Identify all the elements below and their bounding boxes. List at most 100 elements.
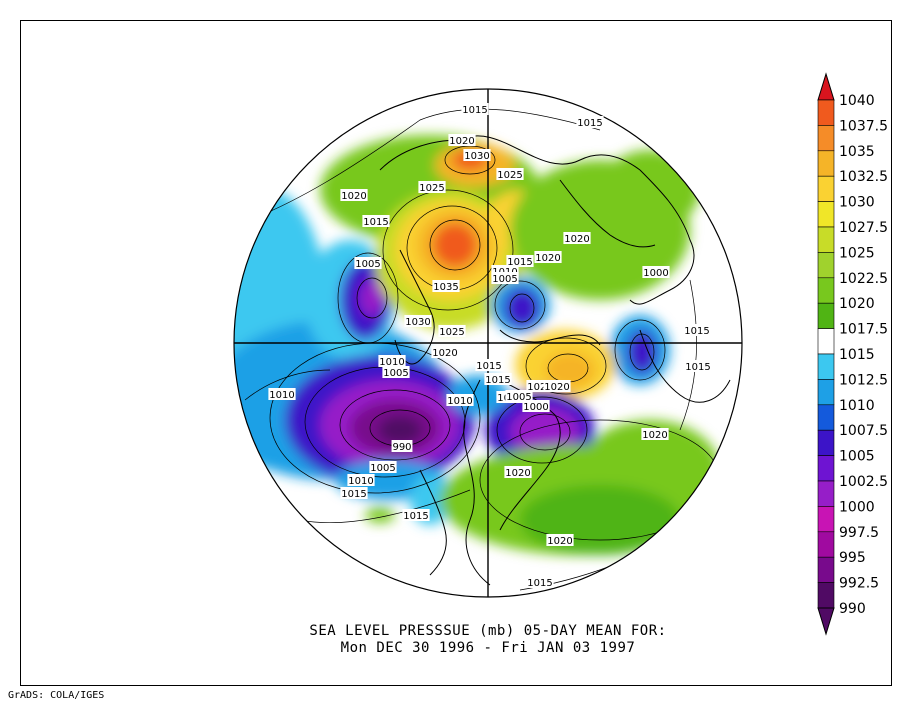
- colorbar-swatch: [817, 455, 835, 482]
- contour-label-bg: [431, 346, 459, 358]
- colorbar-swatch: [817, 226, 835, 253]
- colorbar-label: 1007.5: [839, 423, 888, 439]
- colorbar-swatch: [817, 175, 835, 202]
- contour-label: 1010: [379, 357, 404, 368]
- colorbar-swatch: [817, 379, 835, 406]
- contour-label: 1015: [476, 361, 501, 372]
- contour-label: 1015: [403, 511, 428, 522]
- colorbar-swatch: [817, 277, 835, 304]
- contour-label: 1020: [547, 536, 572, 547]
- colorbar-swatch: [817, 353, 835, 380]
- colorbar-label: 1035: [839, 144, 875, 160]
- colorbar-swatch: [817, 480, 835, 507]
- contour-label: 1020: [535, 253, 560, 264]
- colorbar-swatch: [817, 506, 835, 533]
- chart-title-line1: SEA LEVEL PRESSSUE (mb) 05-DAY MEAN FOR:: [309, 623, 667, 639]
- contour-label-bg: [463, 149, 491, 161]
- colorbar: 1040 1037.5 1035 1032.5 1030 1027.5 1025 1022.5…: [817, 72, 888, 636]
- contour-label-bg: [438, 325, 466, 337]
- colorbar-label: 997.5: [839, 525, 879, 541]
- colorbar-label: 1025: [839, 245, 875, 261]
- colorbar-swatch: [817, 531, 835, 558]
- contour-label: 1030: [405, 317, 430, 328]
- contour-label: 1000: [523, 402, 548, 413]
- contour-label-bg: [382, 366, 410, 378]
- contour-label: 1005: [383, 368, 408, 379]
- contour-label-bg: [432, 280, 460, 292]
- contour-label-bg: [506, 255, 534, 267]
- colorbar-label: 1005: [839, 449, 875, 465]
- contour-label: 1015: [527, 578, 552, 589]
- contour-label-bg: [563, 232, 591, 244]
- contour-label-bg: [534, 251, 562, 263]
- colorbar-label: 1020: [839, 296, 875, 312]
- contour-label-bg: [369, 461, 397, 473]
- contour-label: 1020: [432, 348, 457, 359]
- contour-label: 1015: [462, 105, 487, 116]
- plot-frame: [20, 20, 892, 686]
- contour-label-bg: [448, 134, 476, 146]
- colorbar-label: 1030: [839, 195, 875, 211]
- contour-label-bg: [505, 390, 533, 402]
- contour-label: 1035: [433, 282, 458, 293]
- contour-label: 1005: [506, 392, 531, 403]
- contour-label: 1020: [449, 136, 474, 147]
- contour-labels: 1015101510201030102510251020101510351030…: [268, 103, 712, 589]
- colorbar-label: 1015: [839, 347, 875, 363]
- contour-label: 1005: [370, 463, 395, 474]
- contour-label: 1025: [497, 170, 522, 181]
- colorbar-label: 1027.5: [839, 220, 888, 236]
- colorbar-swatch: [817, 556, 835, 583]
- colorbar-label: 1017.5: [839, 322, 888, 338]
- colorbar-swatch: [817, 302, 835, 329]
- contour-label-bg: [543, 380, 571, 392]
- contour-label: 1015: [684, 326, 709, 337]
- colorbar-label: 1037.5: [839, 118, 888, 134]
- colorbar-swatch: [817, 429, 835, 456]
- contour-label-bg: [684, 360, 712, 372]
- contour-label-bg: [683, 324, 711, 336]
- contour-label: 1000: [643, 268, 668, 279]
- contour-label-bg: [576, 116, 604, 128]
- colorbar-swatch: [817, 252, 835, 279]
- contour-label-bg: [496, 168, 524, 180]
- contour-label-bg: [461, 103, 489, 115]
- contour-label: 1030: [464, 151, 489, 162]
- contour-label: 1005: [355, 259, 380, 270]
- contour-label-bg: [402, 509, 430, 521]
- colorbar-swatch: [817, 125, 835, 152]
- contour-label-bg: [391, 440, 413, 452]
- contour-label: 1020: [642, 430, 667, 441]
- contour-label: 1020: [544, 382, 569, 393]
- contour-label: 1015: [341, 489, 366, 500]
- colorbar-swatch: [817, 99, 835, 126]
- colorbar-swatch: [817, 201, 835, 228]
- colorbar-label: 1002.5: [839, 474, 888, 490]
- colorbar-swatch: [817, 150, 835, 177]
- contour-label: 1025: [419, 183, 444, 194]
- colorbar-label: 1012.5: [839, 372, 888, 388]
- colorbar-label: 1040: [839, 93, 875, 109]
- contour-label: 1025: [439, 327, 464, 338]
- contour-label: 1015: [577, 118, 602, 129]
- colorbar-swatch: [817, 404, 835, 431]
- contour-label: 1005: [492, 274, 517, 285]
- contour-label-bg: [504, 466, 532, 478]
- contour-label-bg: [491, 272, 519, 284]
- colorbar-swatch: [817, 582, 835, 609]
- contour-label: 1015: [507, 257, 532, 268]
- colorbar-label: 992.5: [839, 576, 879, 592]
- contour-label-bg: [641, 428, 669, 440]
- contour-label-bg: [340, 487, 368, 499]
- contour-label: 1025: [527, 382, 552, 393]
- contour-label-bg: [642, 266, 670, 278]
- contour-label: 1015: [685, 362, 710, 373]
- colorbar-label: 1022.5: [839, 271, 888, 287]
- contour-label: 1020: [505, 468, 530, 479]
- colorbar-label: 995: [839, 550, 866, 566]
- chart-title-line2: Mon DEC 30 1996 - Fri JAN 03 1997: [340, 640, 636, 656]
- colorbar-swatch: [817, 328, 835, 355]
- grads-credit: GrADS: COLA/IGES: [8, 690, 105, 701]
- pressure-field: [234, 89, 742, 597]
